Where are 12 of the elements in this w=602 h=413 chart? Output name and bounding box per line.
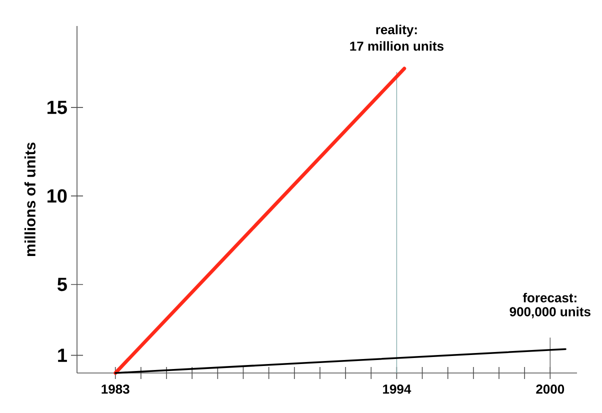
y-tick-label: 15: [48, 100, 67, 114]
y-tick-label: 5: [57, 278, 67, 292]
annotation: 900,000 units: [510, 306, 590, 318]
y-axis-title: millions of units: [24, 142, 36, 256]
annotation: 17 million units: [350, 41, 444, 51]
y-tick-label: 10: [48, 189, 67, 203]
y-tick-label: 1: [58, 348, 67, 362]
x-tick-label: 1983: [102, 384, 130, 394]
x-tick-label: 2000: [536, 384, 564, 394]
x-tick-label: 1994: [383, 384, 412, 394]
annotation: forecast:: [522, 292, 576, 302]
annotation: reality:: [376, 24, 417, 37]
